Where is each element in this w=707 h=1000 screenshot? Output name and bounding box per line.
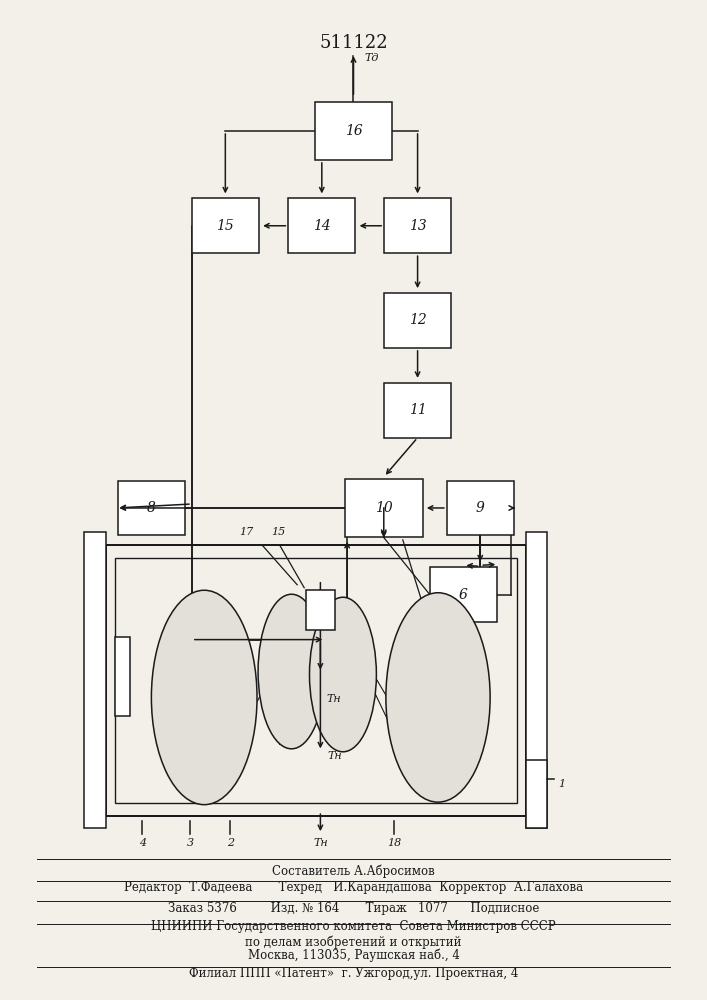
Text: 13: 13 [409,219,426,233]
Text: 9: 9 [476,501,485,515]
Bar [384,198,451,253]
Text: 16: 16 [344,124,363,138]
Bar [315,102,392,160]
Text: 6: 6 [459,588,468,602]
Bar [447,481,514,535]
Text: Москва, 113035, Раушская наб., 4: Москва, 113035, Раушская наб., 4 [247,949,460,962]
Text: 18: 18 [387,838,402,848]
Bar [345,479,423,537]
Bar [105,545,526,816]
Text: 12: 12 [409,314,426,328]
Bar [384,383,451,438]
Bar [305,590,335,630]
Ellipse shape [310,597,376,752]
Bar [192,198,259,253]
Text: 15: 15 [216,219,234,233]
Text: Тд: Тд [364,53,378,63]
Text: Тн: Тн [313,838,328,848]
Bar [526,532,547,828]
Text: 7: 7 [312,595,319,605]
Bar [526,760,547,828]
Ellipse shape [258,594,325,749]
Text: 15: 15 [271,527,285,537]
Text: Тн: Тн [327,751,342,761]
Text: Заказ 5376         Изд. № 164       Тираж   1077      Подписное: Заказ 5376 Изд. № 164 Тираж 1077 Подписн… [168,902,539,915]
Circle shape [326,610,368,670]
Bar [115,558,517,803]
Ellipse shape [151,590,257,805]
Text: 8: 8 [147,501,156,515]
Bar [430,567,497,622]
Text: Составитель А.Абросимов: Составитель А.Абросимов [272,864,435,878]
Text: ЦНИИПИ Государственного комитета  Совета Министров СССР: ЦНИИПИ Государственного комитета Совета … [151,920,556,933]
Text: Филиал ППП «Патент»  г. Ужгород,ул. Проектная, 4: Филиал ППП «Патент» г. Ужгород,ул. Проек… [189,967,518,980]
Text: Тн: Тн [326,694,341,704]
Text: 4: 4 [139,838,146,848]
Text: 17: 17 [240,527,254,537]
Ellipse shape [386,593,490,802]
Text: 3: 3 [187,838,194,848]
Text: 1: 1 [558,779,565,789]
Text: по делам изобретений и открытий: по делам изобретений и открытий [245,935,462,949]
Text: 14: 14 [313,219,331,233]
Text: Редактор  Т.Фадеева       Техред   И.Карандашова  Корректор  А.Галахова: Редактор Т.Фадеева Техред И.Карандашова … [124,881,583,894]
Text: 11: 11 [409,403,426,417]
Text: 2: 2 [227,838,234,848]
Bar [288,198,355,253]
Text: 10: 10 [375,501,392,515]
Bar [118,481,185,535]
Text: 511122: 511122 [319,34,388,52]
Bar [115,637,130,716]
Bar [85,532,105,828]
Bar [384,293,451,348]
